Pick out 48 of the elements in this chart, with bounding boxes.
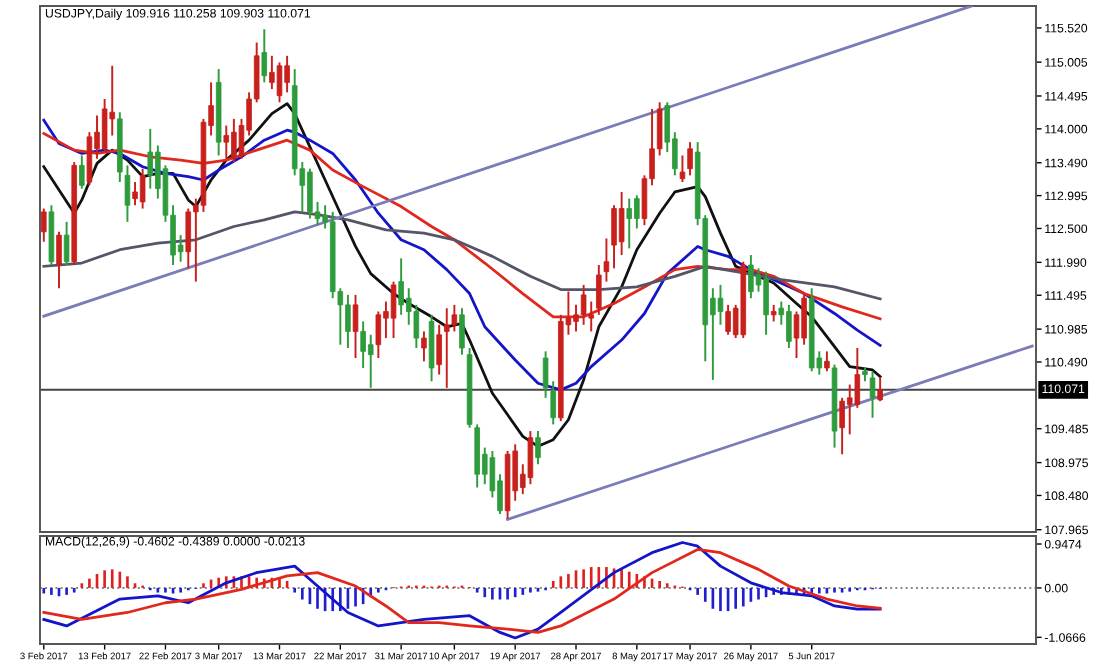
candlestick xyxy=(185,207,192,270)
candlestick xyxy=(276,61,283,104)
candlestick xyxy=(459,307,465,356)
candlestick xyxy=(717,283,724,326)
candlestick xyxy=(626,197,633,250)
candlestick xyxy=(725,303,731,336)
candlestick xyxy=(345,293,351,349)
candlestick xyxy=(398,257,404,316)
candlestick xyxy=(869,370,876,419)
candlestick xyxy=(679,154,686,183)
candlestick xyxy=(611,204,617,270)
candlestick xyxy=(801,293,807,346)
candlestick xyxy=(352,293,359,359)
candlestick xyxy=(86,131,93,187)
candlestick xyxy=(367,333,374,389)
candlestick xyxy=(428,313,435,383)
candlestick xyxy=(284,54,290,94)
candlestick xyxy=(877,376,883,403)
candlestick xyxy=(390,280,397,340)
candlestick xyxy=(139,167,146,210)
candlestick xyxy=(79,154,85,190)
candlestick xyxy=(436,323,442,376)
candlestick xyxy=(580,283,587,326)
candlestick xyxy=(360,320,366,369)
candlestick xyxy=(618,190,625,257)
candlestick xyxy=(132,181,138,207)
candlestick xyxy=(634,194,640,230)
candlestick xyxy=(41,207,47,243)
candlestick xyxy=(223,124,230,160)
candlestick xyxy=(63,220,70,266)
candlestick xyxy=(421,330,427,363)
candlestick xyxy=(443,307,450,389)
candlestick xyxy=(261,28,268,84)
candlestick xyxy=(687,141,693,177)
candlestick xyxy=(269,54,275,90)
candlestick xyxy=(748,254,754,300)
candlestick xyxy=(786,303,792,349)
candlestick xyxy=(231,117,237,164)
candlestick xyxy=(307,167,313,220)
candlestick xyxy=(375,310,382,359)
candlestick xyxy=(147,127,154,190)
candlestick xyxy=(535,430,541,466)
candlestick xyxy=(56,230,62,290)
candlestick xyxy=(839,396,845,456)
candlestick xyxy=(824,350,830,373)
line-series xyxy=(42,132,882,321)
candlestick xyxy=(763,270,769,336)
candlestick xyxy=(527,430,534,486)
